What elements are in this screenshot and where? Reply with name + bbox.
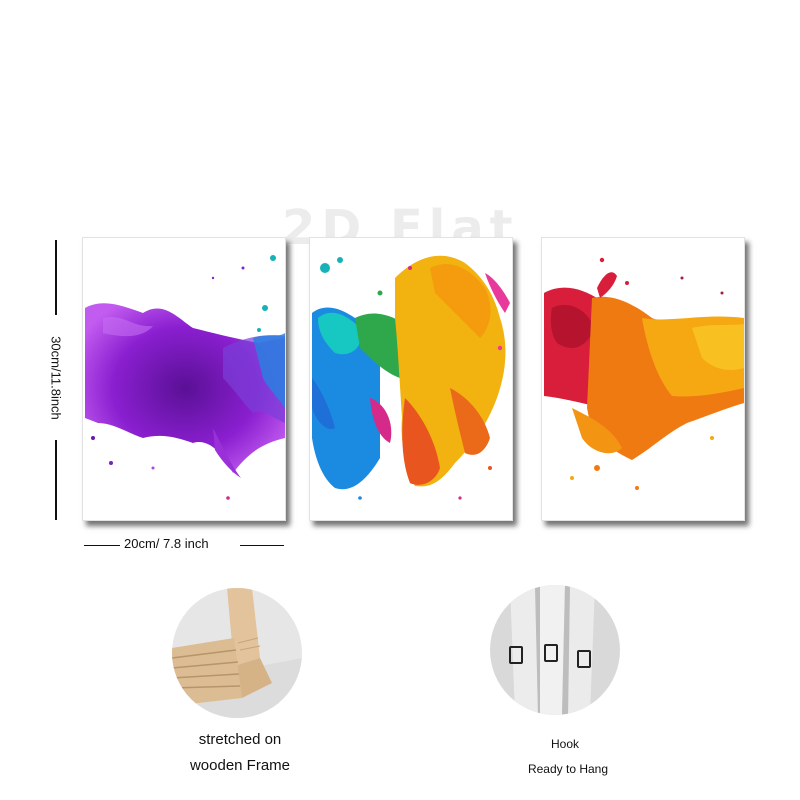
height-dimension-line-top <box>55 240 57 315</box>
height-dimension-label: 30cm/11.8inch <box>49 336 64 420</box>
rainbow-ink-splash-art <box>310 238 512 520</box>
wooden-frame-photo <box>172 588 302 718</box>
hook-photo <box>490 585 620 715</box>
purple-ink-splash-art <box>83 238 285 520</box>
canvas-panel-rainbow <box>309 237 513 521</box>
frame-caption-line-2: wooden Frame <box>180 757 300 774</box>
frame-caption-line-1: stretched on <box>180 731 300 748</box>
hook-caption-line-1: Hook <box>520 737 610 751</box>
hook-caption-line-2: Ready to Hang <box>508 762 628 776</box>
width-dimension-line-right <box>240 545 284 546</box>
width-dimension-line-left <box>84 545 120 546</box>
height-dimension-line-bottom <box>55 440 57 520</box>
canvas-panel-purple <box>82 237 286 521</box>
red-orange-ink-splash-art <box>542 238 744 520</box>
canvas-panel-orange <box>541 237 745 521</box>
width-dimension-label: 20cm/ 7.8 inch <box>124 536 209 551</box>
